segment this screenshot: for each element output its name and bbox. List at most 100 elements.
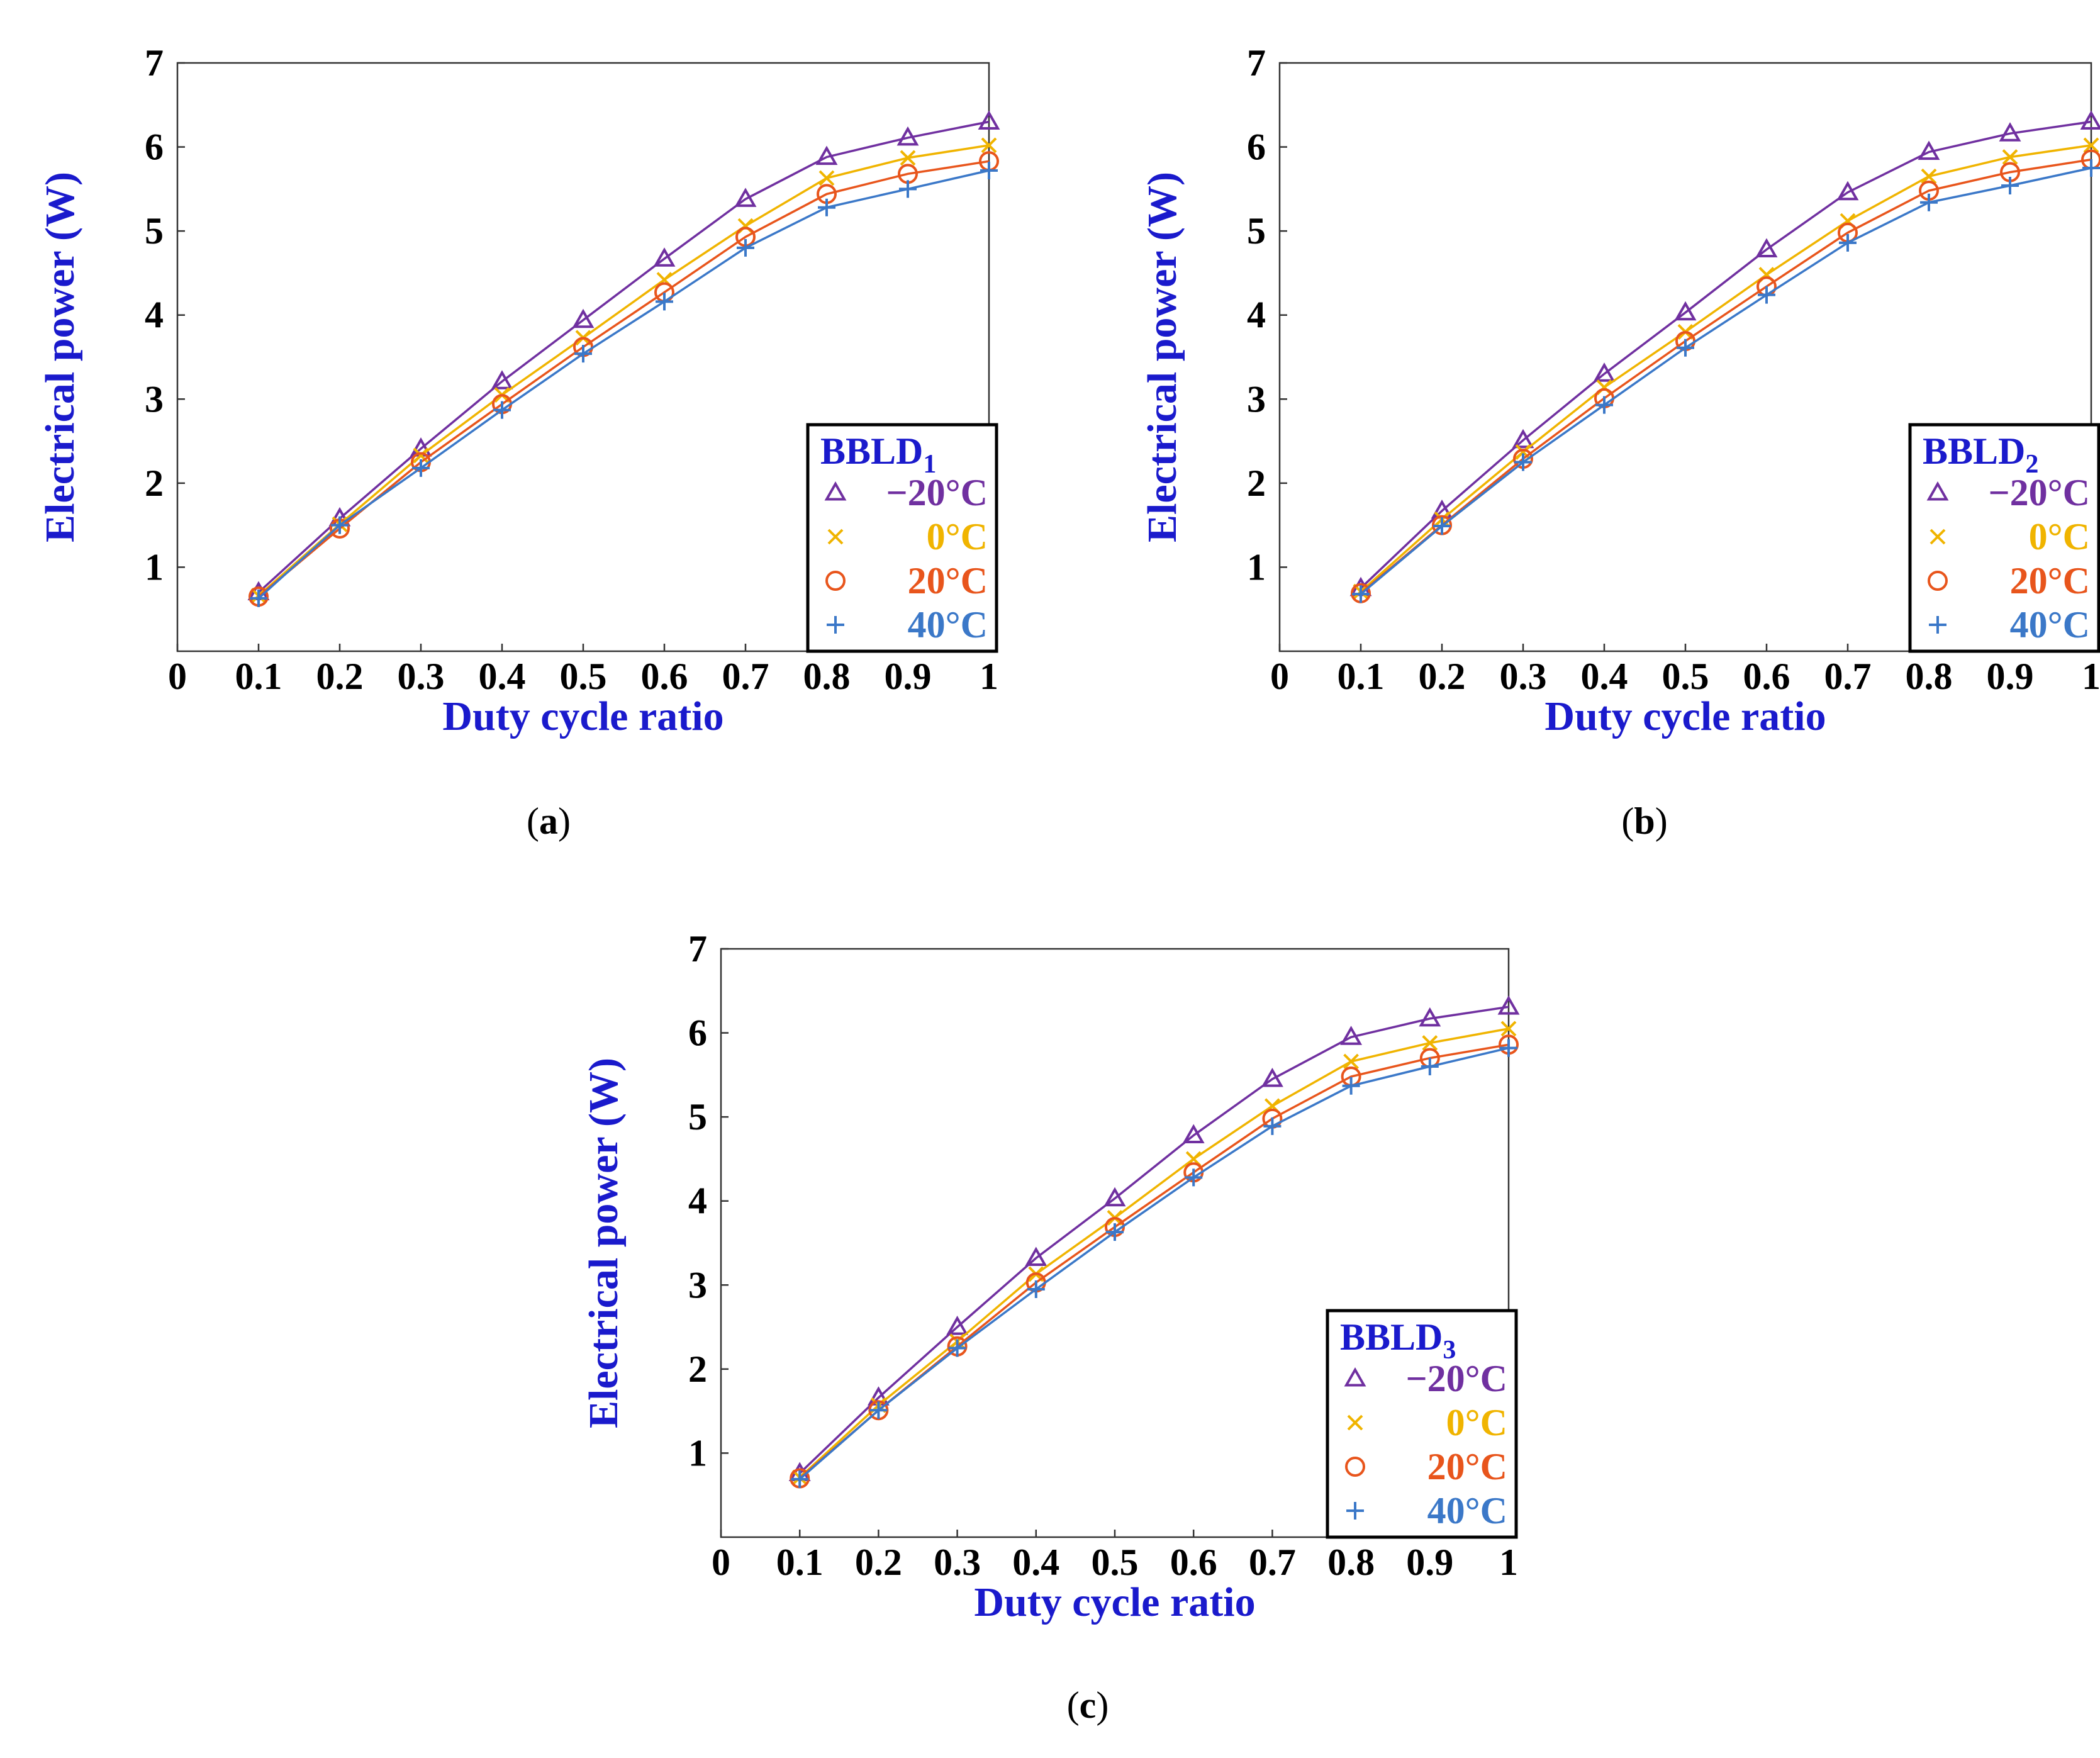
caption-close: ): [558, 800, 571, 842]
data-point: [1836, 181, 1859, 201]
x-tick-label: 1: [2082, 656, 2100, 697]
legend-marker-shape: [1929, 616, 1946, 634]
y-tick-label: 6: [145, 126, 164, 168]
x-tick-label: 0.9: [1406, 1542, 1453, 1583]
y-tick-label: 7: [688, 928, 707, 970]
x-tick-label: 0.2: [1419, 656, 1466, 697]
y-tick-label: 6: [1247, 126, 1266, 168]
chart-panel-a: 0 0.1 0.2 0.3 0.4 0.5 0.6 0.7 0.8 0.9 1 1 2 3 4 5 6 7 Dut…: [37, 42, 1000, 842]
y-tick-label: 3: [1247, 378, 1266, 420]
data-point: [2001, 177, 2019, 195]
legend-label: 40°C: [1427, 1490, 1507, 1531]
plus-marker-icon: [1346, 1502, 1364, 1520]
legend-entry-40: 40°C: [1346, 1490, 1507, 1531]
y-tick-label: 3: [145, 378, 164, 420]
data-point: [818, 170, 835, 186]
legend-label: −20°C: [1405, 1358, 1507, 1399]
legend-label: 40°C: [908, 604, 988, 646]
series-line: [799, 1027, 1509, 1479]
legend-title-subscript: 2: [2025, 450, 2038, 479]
legend-title: BBLD2: [1923, 430, 2038, 479]
data-point: [1340, 1026, 1363, 1045]
data-point: [1182, 1124, 1205, 1144]
legend-label: 20°C: [908, 560, 988, 602]
data-point: [900, 150, 916, 166]
x-tick-label: 0.1: [776, 1542, 824, 1583]
legend-title-text: BBLD: [1923, 430, 2025, 472]
legend-marker-shape: [827, 616, 844, 634]
y-tick-label: 1: [688, 1432, 707, 1474]
caption-open: (: [527, 800, 539, 842]
x-tick-label: 0.9: [1987, 656, 2034, 697]
legend-marker-shape: [1347, 1414, 1363, 1431]
data-point: [1422, 1035, 1438, 1051]
data-point: [250, 589, 267, 607]
data-point: [869, 1401, 888, 1419]
x-tick-label: 0.5: [560, 656, 607, 697]
legend-marker-shape: [1930, 529, 1946, 545]
legend-marker-shape: [824, 481, 847, 501]
legend-label: 20°C: [2010, 560, 2090, 602]
x-tick-label: 0.1: [1338, 656, 1385, 697]
panel-caption: (c): [1067, 1684, 1109, 1726]
x-tick-label: 0.9: [885, 656, 932, 697]
x-tick-label: 0.2: [855, 1542, 902, 1583]
series-line: [1360, 158, 2092, 595]
data-point: [815, 145, 838, 165]
series-line: [798, 1005, 1509, 1474]
x-tick-label: 0.2: [316, 656, 364, 697]
x-tick-label: 0: [168, 656, 187, 697]
data-point: [1920, 193, 1938, 211]
y-tick-label: 5: [688, 1096, 707, 1138]
x-tick-label: 0.8: [803, 656, 851, 697]
y-tick-label: 1: [145, 546, 164, 588]
x-tick-label: 0.7: [1824, 656, 1872, 697]
y-axis-title: Electrical power (W): [37, 172, 83, 542]
x-tick-label: 0.7: [1249, 1542, 1296, 1583]
circle-marker-icon: [825, 571, 846, 591]
caption-close: ): [1655, 800, 1668, 842]
y-tick-label: 4: [145, 294, 164, 336]
data-point: [1999, 122, 2021, 142]
legend-label: −20°C: [886, 472, 988, 513]
data-point: [653, 247, 676, 267]
legend-entry-20: 20°C: [1345, 1446, 1507, 1487]
legend-title-text: BBLD: [1340, 1316, 1443, 1358]
circle-marker-icon: [1928, 571, 1948, 591]
legend-box: [806, 423, 998, 653]
x-axis-title: Duty cycle ratio: [974, 1579, 1255, 1625]
y-tick-label: 2: [1247, 462, 1266, 504]
data-point: [1419, 1007, 1441, 1027]
data-point: [2083, 137, 2099, 154]
legend-entry-0: 0°C: [827, 516, 988, 557]
caption-letter: b: [1634, 800, 1655, 842]
data-point: [656, 293, 673, 311]
cross-marker-icon: [1930, 529, 1946, 545]
chart-panel-c: 0 0.1 0.2 0.3 0.4 0.5 0.6 0.7 0.8 0.9 1 1 2 3 4 5 6 7 Dut…: [581, 928, 1520, 1726]
y-tick-label: 6: [688, 1012, 707, 1054]
data-point: [1512, 428, 1534, 449]
legend-marker-shape: [1344, 1367, 1366, 1387]
legend-marker-shape: [1345, 1457, 1365, 1477]
data-point: [1352, 585, 1370, 603]
data-point: [1918, 140, 1940, 160]
caption-letter: c: [1080, 1684, 1097, 1726]
data-point: [574, 345, 592, 363]
x-tick-label: 0.6: [1743, 656, 1790, 697]
cross-marker-icon: [1347, 1414, 1363, 1431]
legend-entry-0: 0°C: [1930, 516, 2090, 557]
x-axis-title: Duty cycle ratio: [1544, 693, 1826, 739]
series-line: [1360, 144, 2092, 593]
panel-caption: (a): [527, 800, 571, 842]
data-point: [1185, 1168, 1203, 1187]
legend-label: 20°C: [1427, 1446, 1507, 1487]
y-tick-label: 3: [688, 1264, 707, 1306]
x-tick-label: 0.4: [1012, 1542, 1059, 1583]
data-point: [818, 198, 835, 216]
data-point: [412, 459, 430, 477]
data-point: [572, 308, 595, 328]
data-point: [734, 188, 757, 207]
legend: BBLD3 −20°C 0°C 20°C 40°C: [1326, 1309, 1518, 1539]
legend-label: 0°C: [2029, 516, 2090, 557]
x-tick-label: 0.5: [1092, 1542, 1139, 1583]
